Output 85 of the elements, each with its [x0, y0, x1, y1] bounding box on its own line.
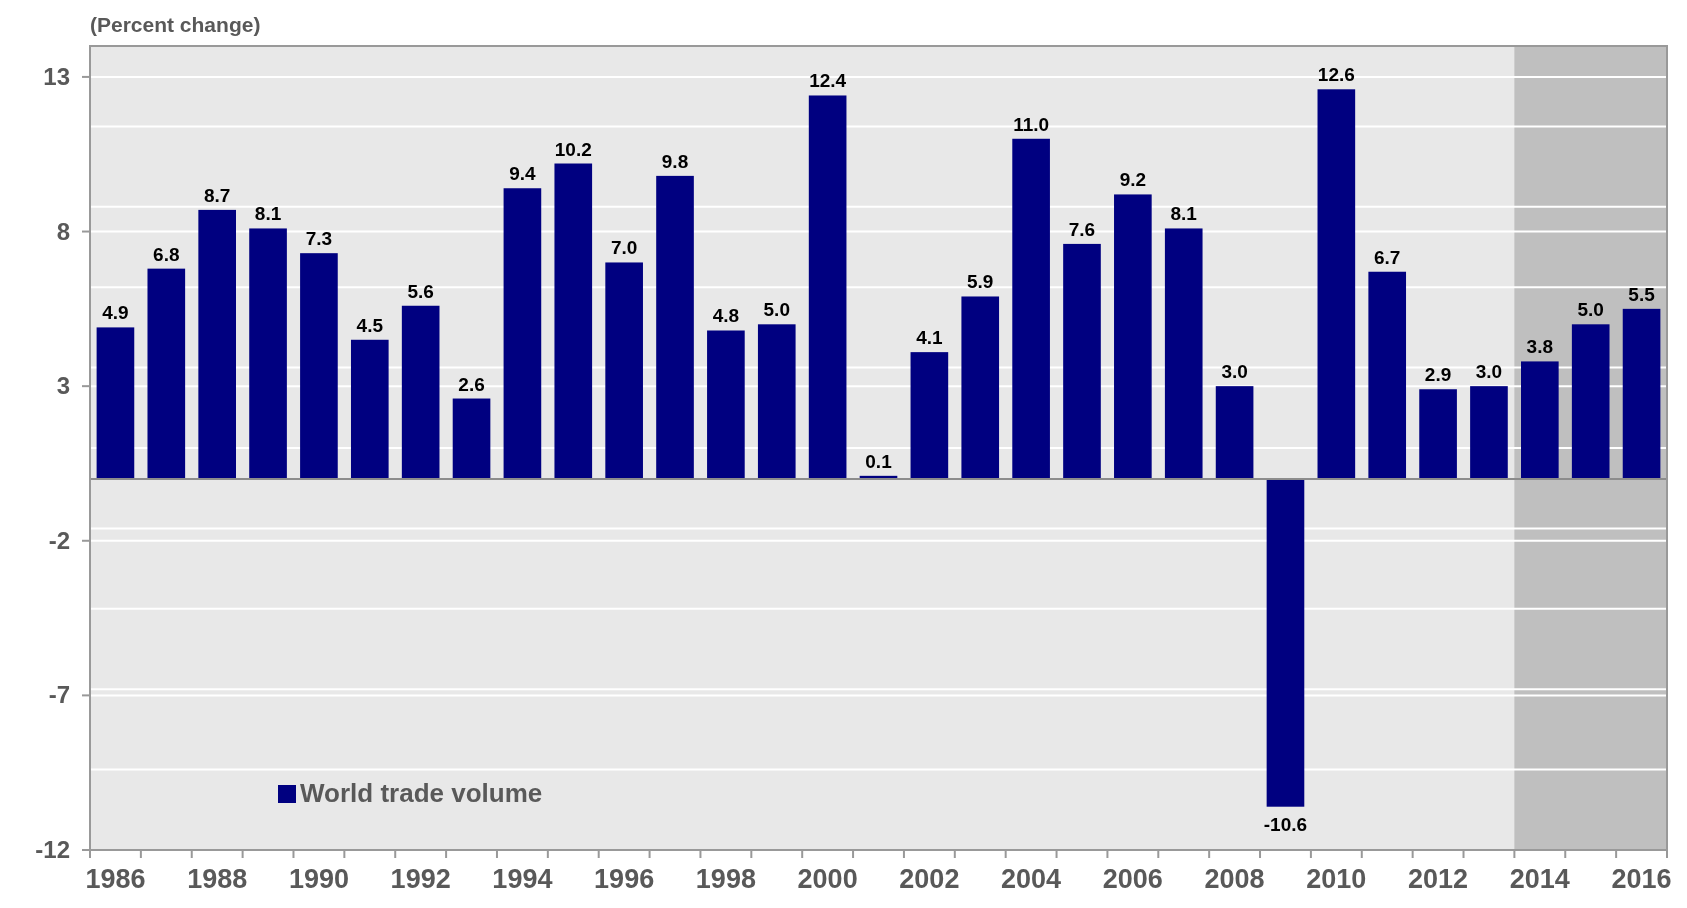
bar	[198, 209, 236, 479]
bar	[1215, 386, 1254, 479]
data-label: 4.8	[712, 305, 740, 327]
x-tick-label: 2014	[1509, 864, 1570, 894]
data-label: 12.6	[1317, 64, 1355, 86]
bar	[961, 296, 1000, 479]
data-label: 2.6	[458, 373, 485, 395]
data-label: 7.3	[305, 228, 333, 250]
data-label: 2.9	[1424, 364, 1452, 386]
y-tick-label: 8	[56, 217, 70, 245]
x-tick-label: 2012	[1408, 864, 1469, 894]
y-tick-label: -12	[35, 836, 70, 863]
bar	[300, 253, 338, 479]
data-label: 5.6	[407, 280, 434, 302]
bar	[605, 262, 643, 479]
bar	[249, 228, 287, 479]
data-label: 7.6	[1068, 218, 1096, 240]
x-tick-label: 1992	[390, 864, 451, 894]
x-tick-label: 2002	[899, 864, 960, 894]
x-tick-label: 1986	[85, 864, 146, 894]
data-label: 4.1	[916, 327, 944, 349]
bar	[401, 305, 440, 479]
bar	[757, 324, 796, 479]
bar	[1470, 386, 1508, 479]
data-label: 7.0	[610, 237, 638, 259]
data-label: 5.0	[763, 299, 790, 321]
data-label: 9.4	[509, 163, 537, 185]
x-tick-label: 1996	[594, 864, 655, 894]
bar	[1266, 478, 1305, 807]
bar	[1317, 89, 1356, 479]
data-label: 12.4	[809, 70, 847, 92]
bar	[1521, 361, 1559, 479]
data-label: 5.5	[1628, 283, 1656, 305]
x-tick-label: 1990	[288, 864, 349, 894]
y-tick-label: -2	[48, 526, 70, 554]
data-label: 9.2	[1119, 169, 1147, 191]
data-label: 5.9	[967, 271, 994, 293]
data-label: 8.1	[1170, 203, 1198, 225]
bar	[1012, 138, 1050, 479]
bar	[656, 175, 694, 479]
bar	[350, 339, 389, 479]
bar	[1063, 243, 1101, 479]
data-label: 3.0	[1475, 361, 1503, 383]
data-label: -10.6	[1263, 813, 1308, 835]
y-tick-label: 3	[56, 372, 70, 400]
bar	[1571, 324, 1610, 479]
x-tick-label: 2008	[1204, 864, 1265, 894]
y-axis-title: (Percent change)	[90, 13, 261, 36]
data-label: 3.8	[1526, 336, 1554, 358]
data-label: 5.0	[1577, 299, 1604, 321]
bar	[452, 398, 491, 479]
x-tick-label: 1988	[187, 864, 248, 894]
legend-label: World trade volume	[300, 778, 543, 808]
bar	[1419, 389, 1457, 479]
bar	[503, 188, 542, 479]
data-label: 6.8	[153, 243, 180, 265]
x-tick-label: 2016	[1611, 864, 1672, 894]
bar	[1114, 194, 1152, 479]
x-tick-label: 2006	[1102, 864, 1163, 894]
y-tick-label: -7	[48, 681, 70, 709]
data-label: 9.8	[661, 150, 689, 172]
bar	[707, 330, 745, 479]
y-tick-label: 13	[43, 62, 70, 90]
x-tick-label: 2004	[1001, 864, 1062, 894]
bar	[554, 163, 593, 479]
data-label: 4.5	[356, 314, 384, 336]
bar	[1164, 228, 1203, 479]
data-label: 0.1	[865, 450, 893, 472]
data-label: 10.2	[554, 138, 592, 160]
data-label: 8.1	[254, 203, 282, 225]
bar	[808, 95, 847, 479]
bar	[1622, 308, 1661, 479]
bar	[96, 327, 135, 479]
bar	[1368, 271, 1407, 479]
data-label: 11.0	[1013, 113, 1050, 135]
data-label: 3.0	[1221, 361, 1248, 383]
data-label: 8.7	[203, 184, 231, 206]
x-tick-label: 1998	[695, 864, 756, 894]
x-tick-label: 2010	[1306, 864, 1367, 894]
data-label: 6.7	[1374, 246, 1401, 268]
bar	[147, 268, 186, 479]
x-tick-label: 1994	[492, 864, 553, 894]
bar	[910, 352, 949, 479]
data-label: 4.9	[102, 302, 129, 324]
x-tick-label: 2000	[797, 864, 858, 894]
